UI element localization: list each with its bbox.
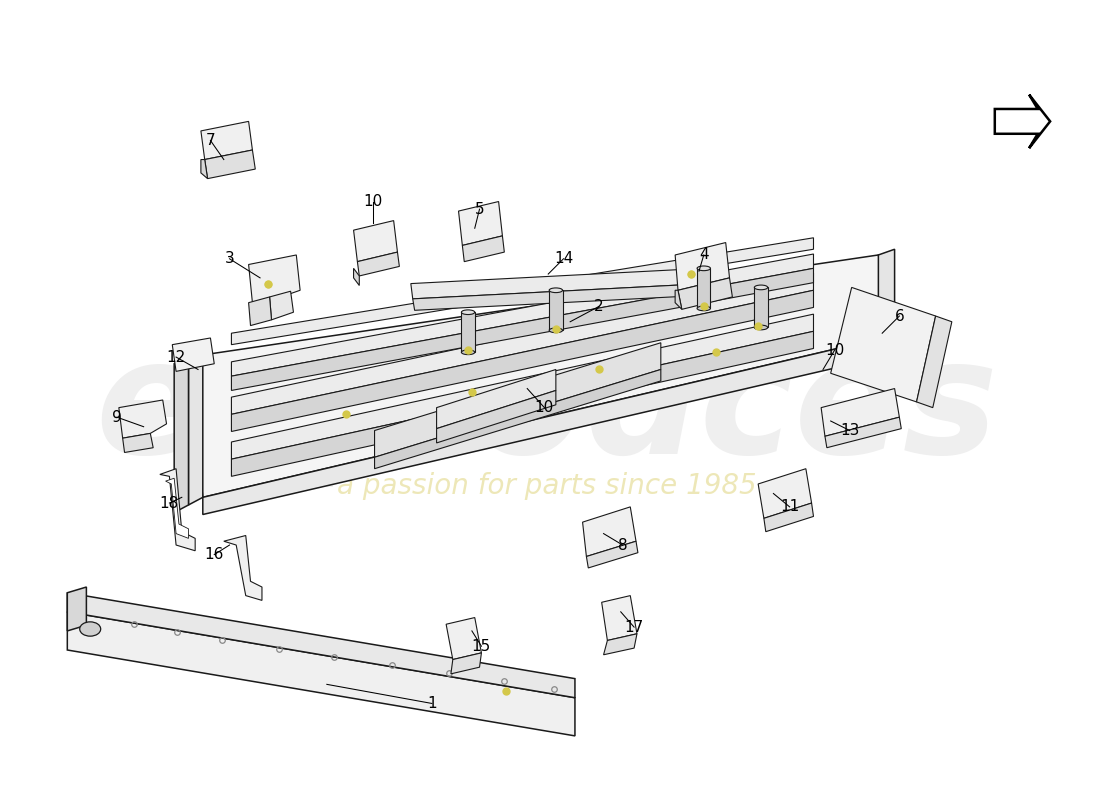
Ellipse shape [697,266,711,270]
Polygon shape [231,268,814,390]
Polygon shape [249,255,300,302]
Polygon shape [353,268,360,286]
Polygon shape [173,338,214,371]
Polygon shape [67,587,87,631]
Polygon shape [461,312,475,352]
Ellipse shape [461,310,475,314]
Text: 3: 3 [224,251,234,266]
Text: 6: 6 [894,309,904,323]
Ellipse shape [755,325,768,330]
Polygon shape [375,342,661,458]
Polygon shape [174,357,188,513]
Polygon shape [755,287,768,327]
Text: 2: 2 [594,299,604,314]
Polygon shape [205,150,255,178]
Polygon shape [675,290,682,310]
Polygon shape [437,390,556,443]
Polygon shape [231,273,814,414]
Polygon shape [201,122,252,159]
Text: 10: 10 [825,343,844,358]
Polygon shape [447,618,482,659]
Polygon shape [459,202,503,246]
Polygon shape [231,290,814,431]
Text: 8: 8 [618,538,627,553]
Polygon shape [353,221,397,262]
Polygon shape [451,653,482,674]
Ellipse shape [549,328,562,333]
Polygon shape [678,278,733,310]
Polygon shape [231,254,814,376]
Text: 13: 13 [840,423,859,438]
Polygon shape [188,255,894,498]
Polygon shape [602,596,637,641]
Polygon shape [358,252,399,276]
Polygon shape [375,370,661,469]
Polygon shape [994,94,1050,148]
Polygon shape [231,331,814,476]
Text: 10: 10 [363,194,383,209]
Text: 16: 16 [205,547,224,562]
Polygon shape [697,268,711,308]
Ellipse shape [461,350,475,354]
Polygon shape [604,634,637,654]
Polygon shape [437,370,556,429]
Polygon shape [231,314,814,459]
Polygon shape [231,238,814,345]
Polygon shape [67,612,575,736]
Text: 1: 1 [427,696,437,711]
Ellipse shape [79,622,101,636]
Polygon shape [188,350,202,505]
Polygon shape [675,242,729,290]
Polygon shape [916,316,952,408]
Polygon shape [821,389,900,436]
Text: explodces: explodces [95,332,998,487]
Text: 15: 15 [472,638,491,654]
Polygon shape [122,434,153,453]
Ellipse shape [549,288,562,293]
Text: 10: 10 [535,400,554,415]
Polygon shape [763,503,814,532]
Polygon shape [410,268,706,299]
Polygon shape [586,542,638,568]
Polygon shape [412,283,708,310]
Text: 12: 12 [166,350,186,365]
Polygon shape [67,593,575,698]
Polygon shape [223,535,262,600]
Polygon shape [201,159,208,178]
Polygon shape [879,250,894,341]
Polygon shape [202,335,894,514]
Polygon shape [462,236,504,262]
Polygon shape [825,417,901,448]
Text: 14: 14 [554,251,573,266]
Polygon shape [549,290,562,330]
Polygon shape [166,478,188,538]
Text: a passion for parts since 1985: a passion for parts since 1985 [337,472,756,500]
Polygon shape [758,469,812,518]
Text: 9: 9 [112,410,122,425]
Polygon shape [270,291,294,320]
Text: 7: 7 [206,133,216,148]
Ellipse shape [755,285,768,290]
Polygon shape [830,287,936,402]
Text: 4: 4 [698,247,708,262]
Polygon shape [583,507,636,557]
Text: 5: 5 [475,202,484,217]
Ellipse shape [697,306,711,310]
Polygon shape [119,400,166,438]
Polygon shape [160,469,195,550]
Text: 17: 17 [625,620,644,634]
Polygon shape [249,297,272,326]
Text: 18: 18 [160,495,179,510]
Text: 11: 11 [780,499,800,514]
